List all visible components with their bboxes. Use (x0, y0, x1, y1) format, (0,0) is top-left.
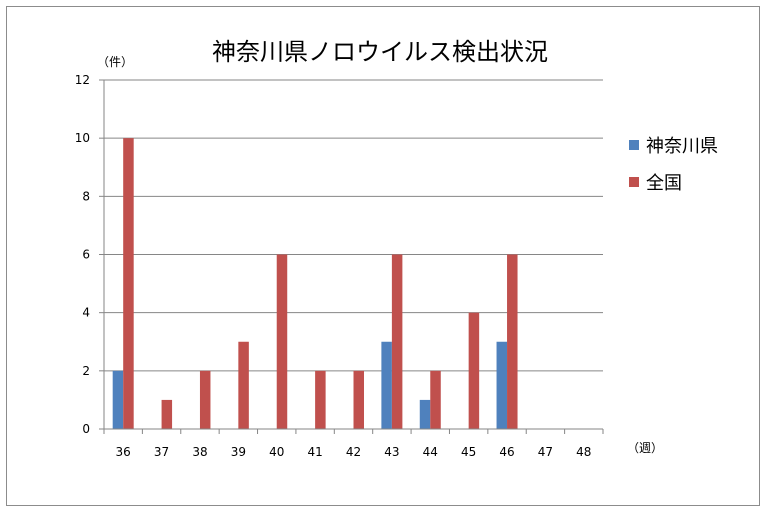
x-tick-label: 37 (154, 445, 169, 459)
x-tick-label: 40 (269, 445, 284, 459)
bar-national (507, 254, 518, 429)
x-tick-label: 47 (538, 445, 553, 459)
x-tick-label: 41 (307, 445, 322, 459)
bar-kanagawa (112, 370, 124, 429)
x-tick-label: 44 (423, 445, 438, 459)
grid-lines (104, 79, 603, 372)
x-tick-label: 45 (461, 445, 476, 459)
y-tick-label: 8 (82, 189, 90, 203)
x-tick-label: 38 (192, 445, 207, 459)
x-tick-label: 36 (116, 445, 131, 459)
x-tick-label: 43 (384, 445, 399, 459)
bar-national (199, 370, 211, 429)
bar-kanagawa (496, 341, 508, 429)
bar-national (123, 138, 134, 429)
y-tick-label: 0 (82, 422, 90, 436)
bar-kanagawa (419, 399, 431, 429)
legend-swatch (629, 140, 639, 150)
legend-label: 神奈川県 (646, 136, 718, 157)
x-tick-label: 46 (499, 445, 514, 459)
y-tick-label: 6 (82, 248, 90, 262)
y-tick-label: 2 (82, 364, 90, 378)
x-axis-unit-label: （週） (627, 441, 663, 455)
bar-national (391, 254, 403, 429)
y-tick-label: 12 (75, 73, 90, 87)
x-tick-label: 42 (346, 445, 361, 459)
x-tick-label: 48 (576, 445, 591, 459)
x-tick-label: 39 (231, 445, 246, 459)
legend-swatch (629, 177, 639, 187)
chart-title: 神奈川県ノロウイルス検出状況 (212, 38, 548, 66)
legend-label: 全国 (646, 173, 682, 194)
bar-national (430, 370, 441, 429)
bars (112, 138, 518, 429)
y-tick-label: 10 (75, 131, 90, 145)
y-axis-unit-label: （件） (97, 55, 133, 69)
bar-national (161, 399, 173, 429)
y-tick-label: 4 (82, 306, 90, 320)
bar-national (353, 370, 364, 429)
bar-national (468, 312, 480, 429)
bar-national (238, 341, 249, 429)
bar-kanagawa (381, 341, 392, 429)
bar-national (276, 254, 288, 429)
bar-national (315, 370, 326, 429)
